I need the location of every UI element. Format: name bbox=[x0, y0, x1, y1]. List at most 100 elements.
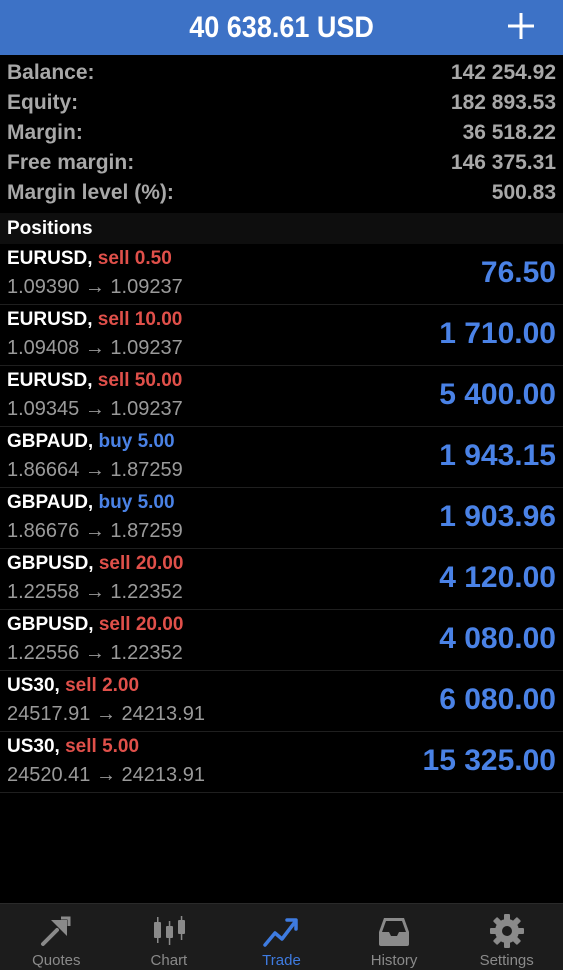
position-direction: sell bbox=[65, 675, 97, 696]
position-symbol-line: EURUSD, sell 10.00 bbox=[7, 309, 182, 331]
header-bar: 40 638.61 USD bbox=[0, 0, 563, 55]
summary-value: 182 893.53 bbox=[450, 91, 556, 114]
position-direction: sell bbox=[98, 553, 131, 574]
position-row[interactable]: US30, sell 5.00 24520.41 → 24213.91 15 325… bbox=[0, 732, 563, 793]
arrow-icon: → bbox=[84, 459, 105, 481]
tab-quotes[interactable]: Quotes bbox=[0, 904, 113, 970]
position-row[interactable]: EURUSD, sell 10.00 1.09408 → 1.09237 1 710… bbox=[0, 305, 563, 366]
position-direction: buy bbox=[98, 492, 133, 513]
tab-label: Settings bbox=[479, 952, 534, 969]
position-direction: sell bbox=[65, 736, 97, 757]
positions-list: EURUSD, sell 0.50 1.09390 → 1.09237 76.50 E… bbox=[0, 244, 563, 793]
tab-label: Trade bbox=[262, 952, 301, 969]
position-lots: 5.00 bbox=[137, 492, 175, 513]
inbox-icon bbox=[379, 918, 410, 946]
position-open-price: 1.86676 bbox=[7, 520, 80, 542]
position-row[interactable]: EURUSD, sell 0.50 1.09390 → 1.09237 76.50 bbox=[0, 244, 563, 305]
position-type: sell 0.50 bbox=[98, 248, 172, 269]
position-symbol-line: EURUSD, sell 50.00 bbox=[7, 370, 182, 392]
position-profit: 15 325.00 bbox=[422, 744, 556, 777]
position-lots: 5.00 bbox=[102, 736, 140, 757]
tab-settings[interactable]: Settings bbox=[450, 904, 563, 970]
position-current-price: 24213.91 bbox=[121, 764, 205, 786]
summary-value: 146 375.31 bbox=[450, 151, 556, 174]
position-symbol: EURUSD, bbox=[7, 248, 93, 269]
position-symbol: US30, bbox=[7, 675, 60, 696]
tab-label: Quotes bbox=[32, 952, 81, 969]
tab-label: Chart bbox=[150, 952, 188, 969]
position-direction: sell bbox=[97, 309, 130, 330]
position-row[interactable]: EURUSD, sell 50.00 1.09345 → 1.09237 5 400… bbox=[0, 366, 563, 427]
position-direction: sell bbox=[98, 614, 131, 635]
position-open-price: 1.09408 bbox=[7, 337, 80, 359]
arrow-icon: → bbox=[84, 398, 105, 420]
tab-history[interactable]: History bbox=[338, 904, 451, 970]
summary-label: Margin level (%): bbox=[7, 181, 174, 204]
position-prices: 1.86664 → 1.87259 bbox=[7, 459, 183, 482]
tab-bar: Quotes Chart Trade H bbox=[0, 903, 563, 970]
position-row[interactable]: GBPAUD, buy 5.00 1.86676 → 1.87259 1 903.9… bbox=[0, 488, 563, 549]
position-profit: 6 080.00 bbox=[439, 683, 556, 716]
summary-label: Margin: bbox=[7, 121, 83, 144]
arrow-icon: → bbox=[95, 764, 116, 786]
arrow-icon: → bbox=[84, 581, 105, 603]
summary-label: Equity: bbox=[7, 91, 79, 114]
summary-value: 142 254.92 bbox=[450, 61, 556, 84]
position-symbol: US30, bbox=[7, 736, 60, 757]
gear-icon bbox=[489, 914, 524, 948]
position-current-price: 1.87259 bbox=[110, 459, 183, 481]
position-open-price: 24520.41 bbox=[7, 764, 91, 786]
position-lots: 20.00 bbox=[135, 614, 184, 635]
position-current-price: 24213.91 bbox=[121, 703, 205, 725]
position-prices: 1.22556 → 1.22352 bbox=[7, 642, 183, 665]
summary-margin: Margin: 36 518.22 bbox=[0, 118, 563, 148]
quotes-icon bbox=[41, 916, 71, 946]
position-current-price: 1.87259 bbox=[110, 520, 183, 542]
summary-free-margin: Free margin: 146 375.31 bbox=[0, 148, 563, 178]
summary-balance: Balance: 142 254.92 bbox=[0, 58, 563, 88]
position-current-price: 1.22352 bbox=[110, 642, 183, 664]
position-lots: 20.00 bbox=[135, 553, 184, 574]
position-type: sell 10.00 bbox=[98, 309, 183, 330]
position-current-price: 1.09237 bbox=[110, 276, 183, 298]
position-profit: 4 120.00 bbox=[439, 561, 556, 594]
position-type: sell 20.00 bbox=[99, 614, 184, 635]
position-open-price: 1.22558 bbox=[7, 581, 80, 603]
position-lots: 5.00 bbox=[137, 431, 175, 452]
position-direction: buy bbox=[98, 431, 133, 452]
position-prices: 1.22558 → 1.22352 bbox=[7, 581, 183, 604]
position-prices: 1.86676 → 1.87259 bbox=[7, 520, 183, 543]
position-symbol: GBPUSD, bbox=[7, 614, 94, 635]
position-prices: 24517.91 → 24213.91 bbox=[7, 703, 205, 726]
position-row[interactable]: GBPUSD, sell 20.00 1.22558 → 1.22352 4 120… bbox=[0, 549, 563, 610]
tab-chart[interactable]: Chart bbox=[113, 904, 226, 970]
position-symbol-line: GBPAUD, buy 5.00 bbox=[7, 431, 175, 453]
position-type: buy 5.00 bbox=[99, 492, 175, 513]
position-symbol: GBPAUD, bbox=[7, 492, 94, 513]
position-type: sell 2.00 bbox=[65, 675, 139, 696]
position-row[interactable]: GBPUSD, sell 20.00 1.22556 → 1.22352 4 080… bbox=[0, 610, 563, 671]
candlestick-icon bbox=[153, 916, 185, 945]
position-current-price: 1.09237 bbox=[110, 398, 183, 420]
position-symbol-line: US30, sell 5.00 bbox=[7, 736, 139, 758]
position-type: sell 50.00 bbox=[98, 370, 183, 391]
summary-margin-level: Margin level (%): 500.83 bbox=[0, 178, 563, 208]
position-lots: 0.50 bbox=[134, 248, 172, 269]
position-direction: sell bbox=[97, 370, 130, 391]
tab-trade[interactable]: Trade bbox=[225, 904, 338, 970]
position-row[interactable]: GBPAUD, buy 5.00 1.86664 → 1.87259 1 943.1… bbox=[0, 427, 563, 488]
position-lots: 10.00 bbox=[134, 309, 183, 330]
arrow-icon: → bbox=[95, 703, 116, 725]
position-row[interactable]: US30, sell 2.00 24517.91 → 24213.91 6 080.… bbox=[0, 671, 563, 732]
position-current-price: 1.09237 bbox=[110, 337, 183, 359]
position-profit: 4 080.00 bbox=[439, 622, 556, 655]
position-prices: 24520.41 → 24213.91 bbox=[7, 764, 205, 787]
position-profit: 1 943.15 bbox=[439, 439, 556, 472]
plus-icon[interactable] bbox=[507, 10, 535, 42]
position-prices: 1.09408 → 1.09237 bbox=[7, 337, 183, 360]
position-open-price: 1.09390 bbox=[7, 276, 80, 298]
position-current-price: 1.22352 bbox=[110, 581, 183, 603]
position-open-price: 24517.91 bbox=[7, 703, 91, 725]
position-open-price: 1.86664 bbox=[7, 459, 80, 481]
